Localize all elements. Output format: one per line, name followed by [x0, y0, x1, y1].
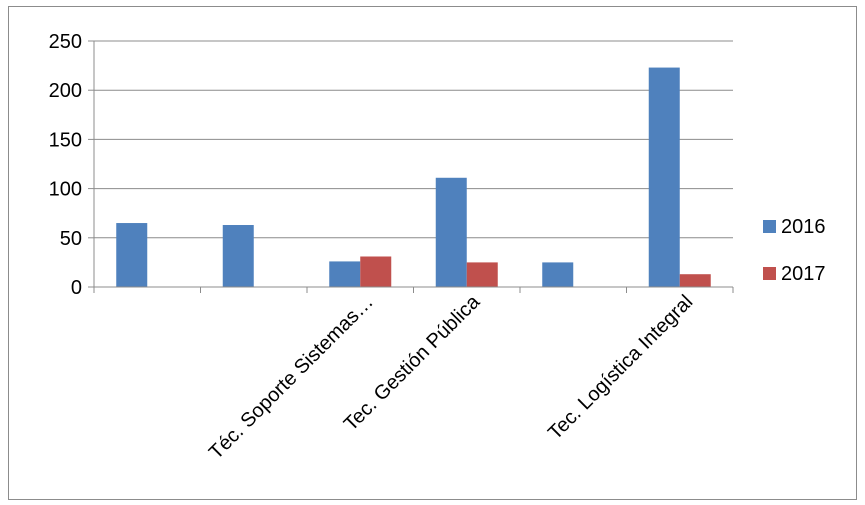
y-tick-label: 50 [60, 228, 82, 250]
legend-swatch [763, 220, 776, 233]
y-tick-label: 0 [71, 277, 82, 299]
legend-swatch [763, 267, 776, 280]
y-tick-label: 200 [49, 80, 82, 102]
bar-2017 [466, 262, 498, 287]
legend: 2016 2017 [763, 216, 826, 285]
x-tick-label: Téc. Soporte Sistemas… [205, 291, 378, 464]
bar-2016 [116, 223, 148, 287]
y-tick-labels: 0 50 100 150 200 250 [49, 31, 82, 299]
y-tick-label: 150 [49, 129, 82, 151]
bar-2016 [222, 225, 254, 287]
legend-label: 2017 [781, 263, 826, 285]
y-tick-label: 250 [49, 31, 82, 53]
bar-2017 [679, 274, 711, 287]
bar-2017 [360, 256, 392, 287]
x-tick-label: Tec. Logística Integral [544, 291, 697, 444]
bar-2016 [329, 261, 361, 287]
x-tick-labels: Téc. Soporte Sistemas…Tec. Gestión Públi… [205, 290, 697, 463]
y-tick-label: 100 [49, 179, 82, 201]
axes [88, 40, 734, 293]
bar-2016 [435, 177, 467, 287]
bar-2016 [648, 67, 680, 288]
bar-2016 [542, 262, 574, 287]
gridlines [94, 40, 733, 239]
chart-frame: 0 50 100 150 200 250 Téc. Soporte Sistemas… Te… [8, 6, 857, 500]
legend-label: 2016 [781, 216, 826, 238]
bars [116, 67, 711, 288]
